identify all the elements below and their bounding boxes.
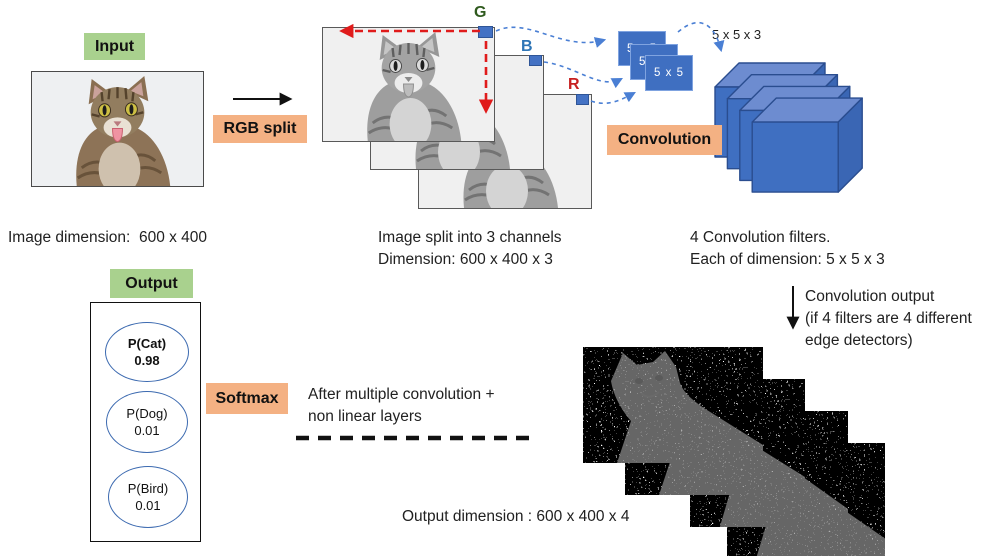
b-to-filter-arrow xyxy=(543,61,623,89)
conv-output-caption-line2: (if 4 filters are 4 different xyxy=(805,310,972,327)
convolution-label: Convolution xyxy=(607,125,722,155)
output-node-dog: P(Dog) 0.01 xyxy=(106,391,188,453)
after-layers-caption-line2: non linear layers xyxy=(308,408,422,425)
output-node-dog-value: 0.01 xyxy=(134,423,160,438)
channel-image-g xyxy=(322,27,495,142)
input-label: Input xyxy=(84,33,145,60)
after-layers-caption-line1: After multiple convolution + xyxy=(308,386,495,403)
output-node-cat-name: P(Cat) xyxy=(127,336,167,351)
g-channel-corner-marker xyxy=(478,26,493,38)
output-node-bird-name: P(Bird) xyxy=(127,481,169,496)
output-dimension-caption: Output dimension : 600 x 400 x 4 xyxy=(402,508,630,525)
split-caption-line1: Image split into 3 channels xyxy=(378,229,562,246)
r-to-filter-arrow xyxy=(590,91,636,105)
r-channel-letter: R xyxy=(568,76,580,93)
output-node-bird: P(Bird) 0.01 xyxy=(108,466,188,528)
softmax-label: Softmax xyxy=(206,383,288,414)
output-label: Output xyxy=(110,269,193,298)
r-channel-corner-marker xyxy=(576,94,589,105)
convolution-filter-cubes xyxy=(714,62,863,193)
input-dimension-caption: Image dimension: 600 x 400 xyxy=(8,229,208,246)
output-node-bird-value: 0.01 xyxy=(135,498,161,513)
input-cat-image xyxy=(31,71,204,187)
g-channel-letter: G xyxy=(474,4,487,21)
conv-output-caption-line3: edge detectors) xyxy=(805,332,913,349)
b-channel-letter: B xyxy=(521,38,533,55)
edge-output-image-1 xyxy=(583,347,763,463)
output-node-cat-value: 0.98 xyxy=(134,353,160,368)
g-to-filter-arrow xyxy=(495,26,607,48)
b-channel-corner-marker xyxy=(529,55,542,66)
cat-photo-art xyxy=(32,72,203,186)
filter-square-3: 5 x 5 xyxy=(645,55,693,91)
filter-square-3-label: 5 x 5 xyxy=(654,67,684,79)
filter-dim-label: 5 x 5 x 3 xyxy=(712,27,762,42)
split-caption-line2: Dimension: 600 x 400 x 3 xyxy=(378,251,553,268)
output-node-cat: P(Cat) 0.98 xyxy=(105,322,189,382)
rgb-split-label: RGB split xyxy=(213,115,307,143)
filters-caption-line2: Each of dimension: 5 x 5 x 3 xyxy=(690,251,885,268)
conv-output-caption-line1: Convolution output xyxy=(805,288,935,305)
filters-caption-line1: 4 Convolution filters. xyxy=(690,229,831,246)
output-node-dog-name: P(Dog) xyxy=(126,406,168,421)
edge-cat-art xyxy=(583,347,763,463)
gray-cat-art xyxy=(323,28,494,141)
